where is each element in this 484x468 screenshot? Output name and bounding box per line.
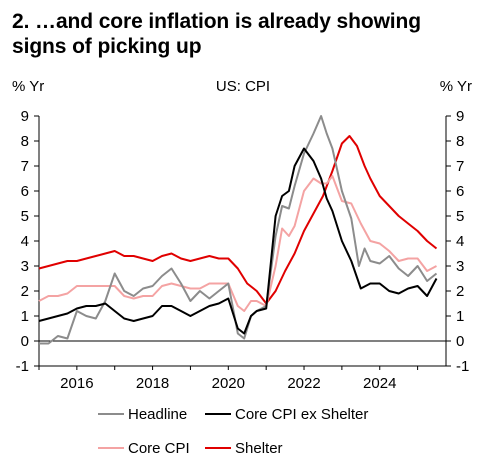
y-tick-label-right: 5 [456, 208, 464, 225]
y-tick-label-left: 7 [21, 158, 29, 175]
series-line-core-cpi [38, 175, 437, 312]
series-line-shelter [38, 135, 438, 305]
series-lines [38, 115, 438, 345]
legend-label-core-cpi-ex-shelter: Core CPI ex Shelter [235, 406, 368, 423]
y-tick-label-right: 8 [456, 133, 464, 150]
y-tick-label-right: 9 [456, 108, 464, 125]
y-tick-label-right: 4 [456, 233, 464, 250]
legend-label-core-cpi: Core CPI [128, 440, 190, 457]
axes: -1 -1 0 0 1 1 2 2 3 3 4 4 5 5 6 6 7 7 8 8 9 9 2016 2018 2020 2022… [16, 108, 470, 392]
y-tick-label-left: 0 [21, 333, 29, 350]
y-tick-label-right: 2 [456, 283, 464, 300]
y-tick-label-left: 3 [21, 258, 29, 275]
y-tick-label-right: 7 [456, 158, 464, 175]
right-axis-unit-label: % Yr [440, 78, 472, 95]
y-tick-label-right: 0 [456, 333, 464, 350]
x-tick-label: 2024 [363, 375, 396, 392]
y-tick-label-left: 5 [21, 208, 29, 225]
y-tick-label-right: 3 [456, 258, 464, 275]
y-tick-label-left: -1 [16, 358, 29, 375]
left-axis-unit-label: % Yr [12, 78, 44, 95]
x-tick-label: 2022 [287, 375, 320, 392]
legend-label-headline: Headline [128, 406, 187, 423]
x-tick-label: 2018 [136, 375, 169, 392]
x-tick-label: 2020 [212, 375, 245, 392]
y-tick-label-left: 2 [21, 283, 29, 300]
y-tick-label-right: 1 [456, 308, 464, 325]
y-tick-label-left: 1 [21, 308, 29, 325]
legend: Headline Core CPI ex Shelter Core CPI Shelt… [98, 406, 368, 457]
series-line-headline [39, 115, 438, 345]
series-line-core-cpi-ex-shelter [38, 147, 438, 335]
y-tick-label-left: 4 [21, 233, 29, 250]
x-tick-label: 2016 [60, 375, 93, 392]
y-tick-label-left: 6 [21, 183, 29, 200]
y-tick-label-right: -1 [456, 358, 469, 375]
legend-label-shelter: Shelter [235, 440, 283, 457]
y-tick-label-left: 8 [21, 133, 29, 150]
y-tick-label-left: 9 [21, 108, 29, 125]
y-tick-label-right: 6 [456, 183, 464, 200]
chart-title: 2. …and core inflation is already showin… [12, 10, 421, 58]
chart-subtitle: US: CPI [216, 78, 270, 95]
